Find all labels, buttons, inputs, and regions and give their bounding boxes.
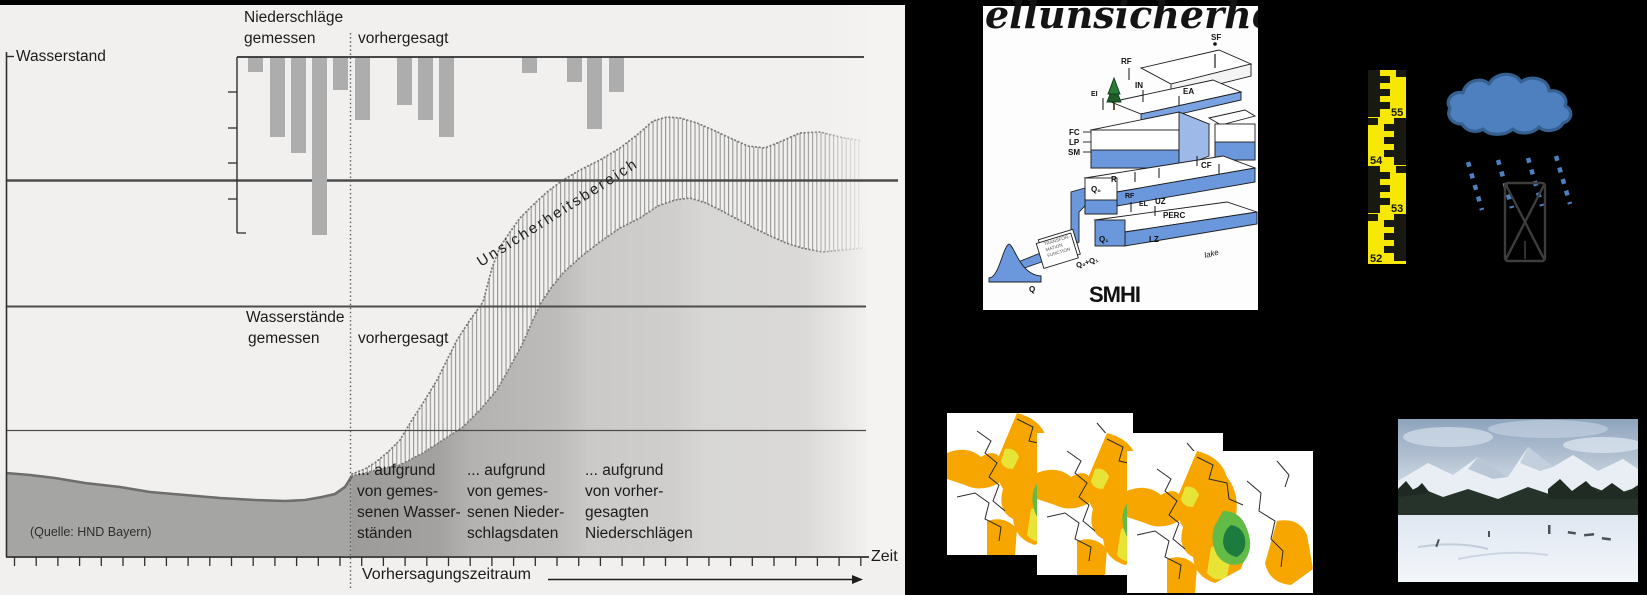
hbv-transform-line3: FUNCTION	[1047, 246, 1071, 258]
precipitation-bar	[248, 57, 263, 72]
annotation-measured-levels: ... aufgrund von gemes- senen Wasser- st…	[357, 462, 461, 542]
precip-forecast-label: vorhergesagt	[358, 30, 449, 47]
hbv-model-diagram: SF RF EI IN EA FC LP SM CF R UZ Q₀ RF EL…	[988, 33, 1258, 307]
level-measured-label: gemessen	[248, 330, 320, 347]
hbv-label-rf2: RF	[1125, 193, 1135, 200]
gauge-number-53: 53	[1391, 203, 1403, 215]
measured-level-line	[5, 471, 354, 503]
uncertainty-band	[352, 117, 863, 476]
hbv-label-lp: LP	[1069, 138, 1080, 147]
gauge-number-54: 54	[1370, 155, 1383, 167]
hbv-label-q0q1: Q₀+Q₁	[1075, 255, 1099, 270]
slide-title-cropped: ellunsicherheiten	[985, 0, 1258, 37]
forecast-area	[350, 198, 866, 556]
precipitation-bar	[587, 57, 602, 129]
smhi-logo: SMHI	[1089, 282, 1140, 307]
precipitation-bar	[439, 57, 454, 137]
x-axis-label: Zeit	[871, 548, 898, 565]
hbv-label-in: IN	[1135, 81, 1143, 90]
staff-gauge: 55 54 53 52	[1368, 70, 1406, 265]
precipitation-bar	[355, 57, 370, 120]
hbv-label-el: EL	[1139, 201, 1149, 208]
hbv-label-lake: lake	[1203, 248, 1220, 260]
hourglass-icon	[1503, 181, 1547, 263]
forecast-chart-canvas	[0, 5, 905, 595]
right-fade	[806, 5, 905, 557]
precipitation-bar	[522, 57, 537, 73]
precipitation-bar	[270, 57, 285, 137]
snow-photo	[1398, 419, 1643, 582]
band-upper-bound	[351, 116, 863, 475]
hbv-label-q: Q	[1029, 285, 1035, 294]
precipitation-bar	[333, 57, 348, 90]
water-level-forecast-figure: Wasserstand Niederschläge gemessen vorhe…	[0, 5, 905, 595]
rain-streak	[1553, 155, 1573, 205]
precipitation-bar	[567, 57, 582, 82]
gauge-number-55: 55	[1391, 107, 1403, 119]
hbv-label-lz: LZ	[1149, 235, 1159, 244]
forecast-period-label: Vorhersagungszeitraum	[362, 566, 531, 583]
hourglass-image	[1501, 181, 1551, 265]
source-note: (Quelle: HND Bayern)	[30, 525, 152, 539]
hbv-label-ea: EA	[1183, 87, 1194, 96]
hbv-model-figure: SF RF EI IN EA FC LP SM CF R UZ Q₀ RF EL…	[983, 6, 1258, 310]
precipitation-bars-group	[228, 56, 864, 235]
rain-maps-stack	[946, 412, 1314, 594]
hbv-label-q1: Q₁	[1099, 235, 1109, 244]
hbv-transform-line2: MATION	[1045, 242, 1063, 252]
level-forecast-label: vorhergesagt	[358, 330, 449, 347]
precip-title: Niederschläge	[244, 9, 344, 26]
hbv-label-q0: Q₀	[1091, 185, 1101, 194]
winter-landscape-photo	[1398, 419, 1643, 582]
hbv-label-fc: FC	[1069, 128, 1080, 137]
gridlines	[6, 179, 898, 432]
precip-measured-label: gemessen	[244, 30, 316, 47]
y-axis-label: Wasserstand	[16, 48, 106, 65]
precipitation-bar	[418, 57, 433, 120]
chart-areas	[5, 116, 866, 556]
band-lower-bound	[351, 197, 864, 477]
level-measured-title: Wasserstände	[246, 309, 345, 326]
measured-level-area	[6, 473, 352, 556]
water-gauge-image: 55 54 53 52	[1366, 70, 1408, 265]
precipitation-bar	[291, 57, 306, 153]
hbv-label-uz: UZ	[1155, 197, 1166, 206]
precipitation-bar	[609, 57, 624, 92]
hbv-label-sm: SM	[1068, 148, 1080, 157]
rain-streak	[1465, 161, 1485, 211]
precipitation-bar	[312, 57, 327, 235]
axes	[5, 52, 869, 584]
precipitation-bar	[397, 57, 412, 105]
annotation-forecast-precip: ... aufgrund von vorher- gesagten Nieder…	[585, 462, 693, 542]
hbv-label-sf: SF	[1211, 33, 1221, 42]
forecast-period-arrowhead	[852, 575, 863, 584]
gauge-number-52: 52	[1370, 253, 1382, 264]
hbv-label-rf: RF	[1121, 57, 1132, 66]
hbv-label-ei: EI	[1091, 91, 1098, 98]
hbv-label-r: R	[1111, 175, 1117, 184]
precipitation-forecast-maps	[946, 412, 1329, 595]
rain-map-3	[1126, 450, 1314, 594]
annotation-measured-precip: ... aufgrund von gemes- senen Nieder- sc…	[467, 462, 565, 542]
hbv-label-cf: CF	[1201, 161, 1212, 170]
hbv-label-perc: PERC	[1163, 211, 1185, 220]
